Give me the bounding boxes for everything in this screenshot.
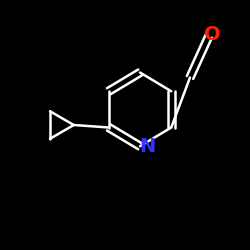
Text: O: O [204,26,221,44]
Text: N: N [139,137,155,156]
